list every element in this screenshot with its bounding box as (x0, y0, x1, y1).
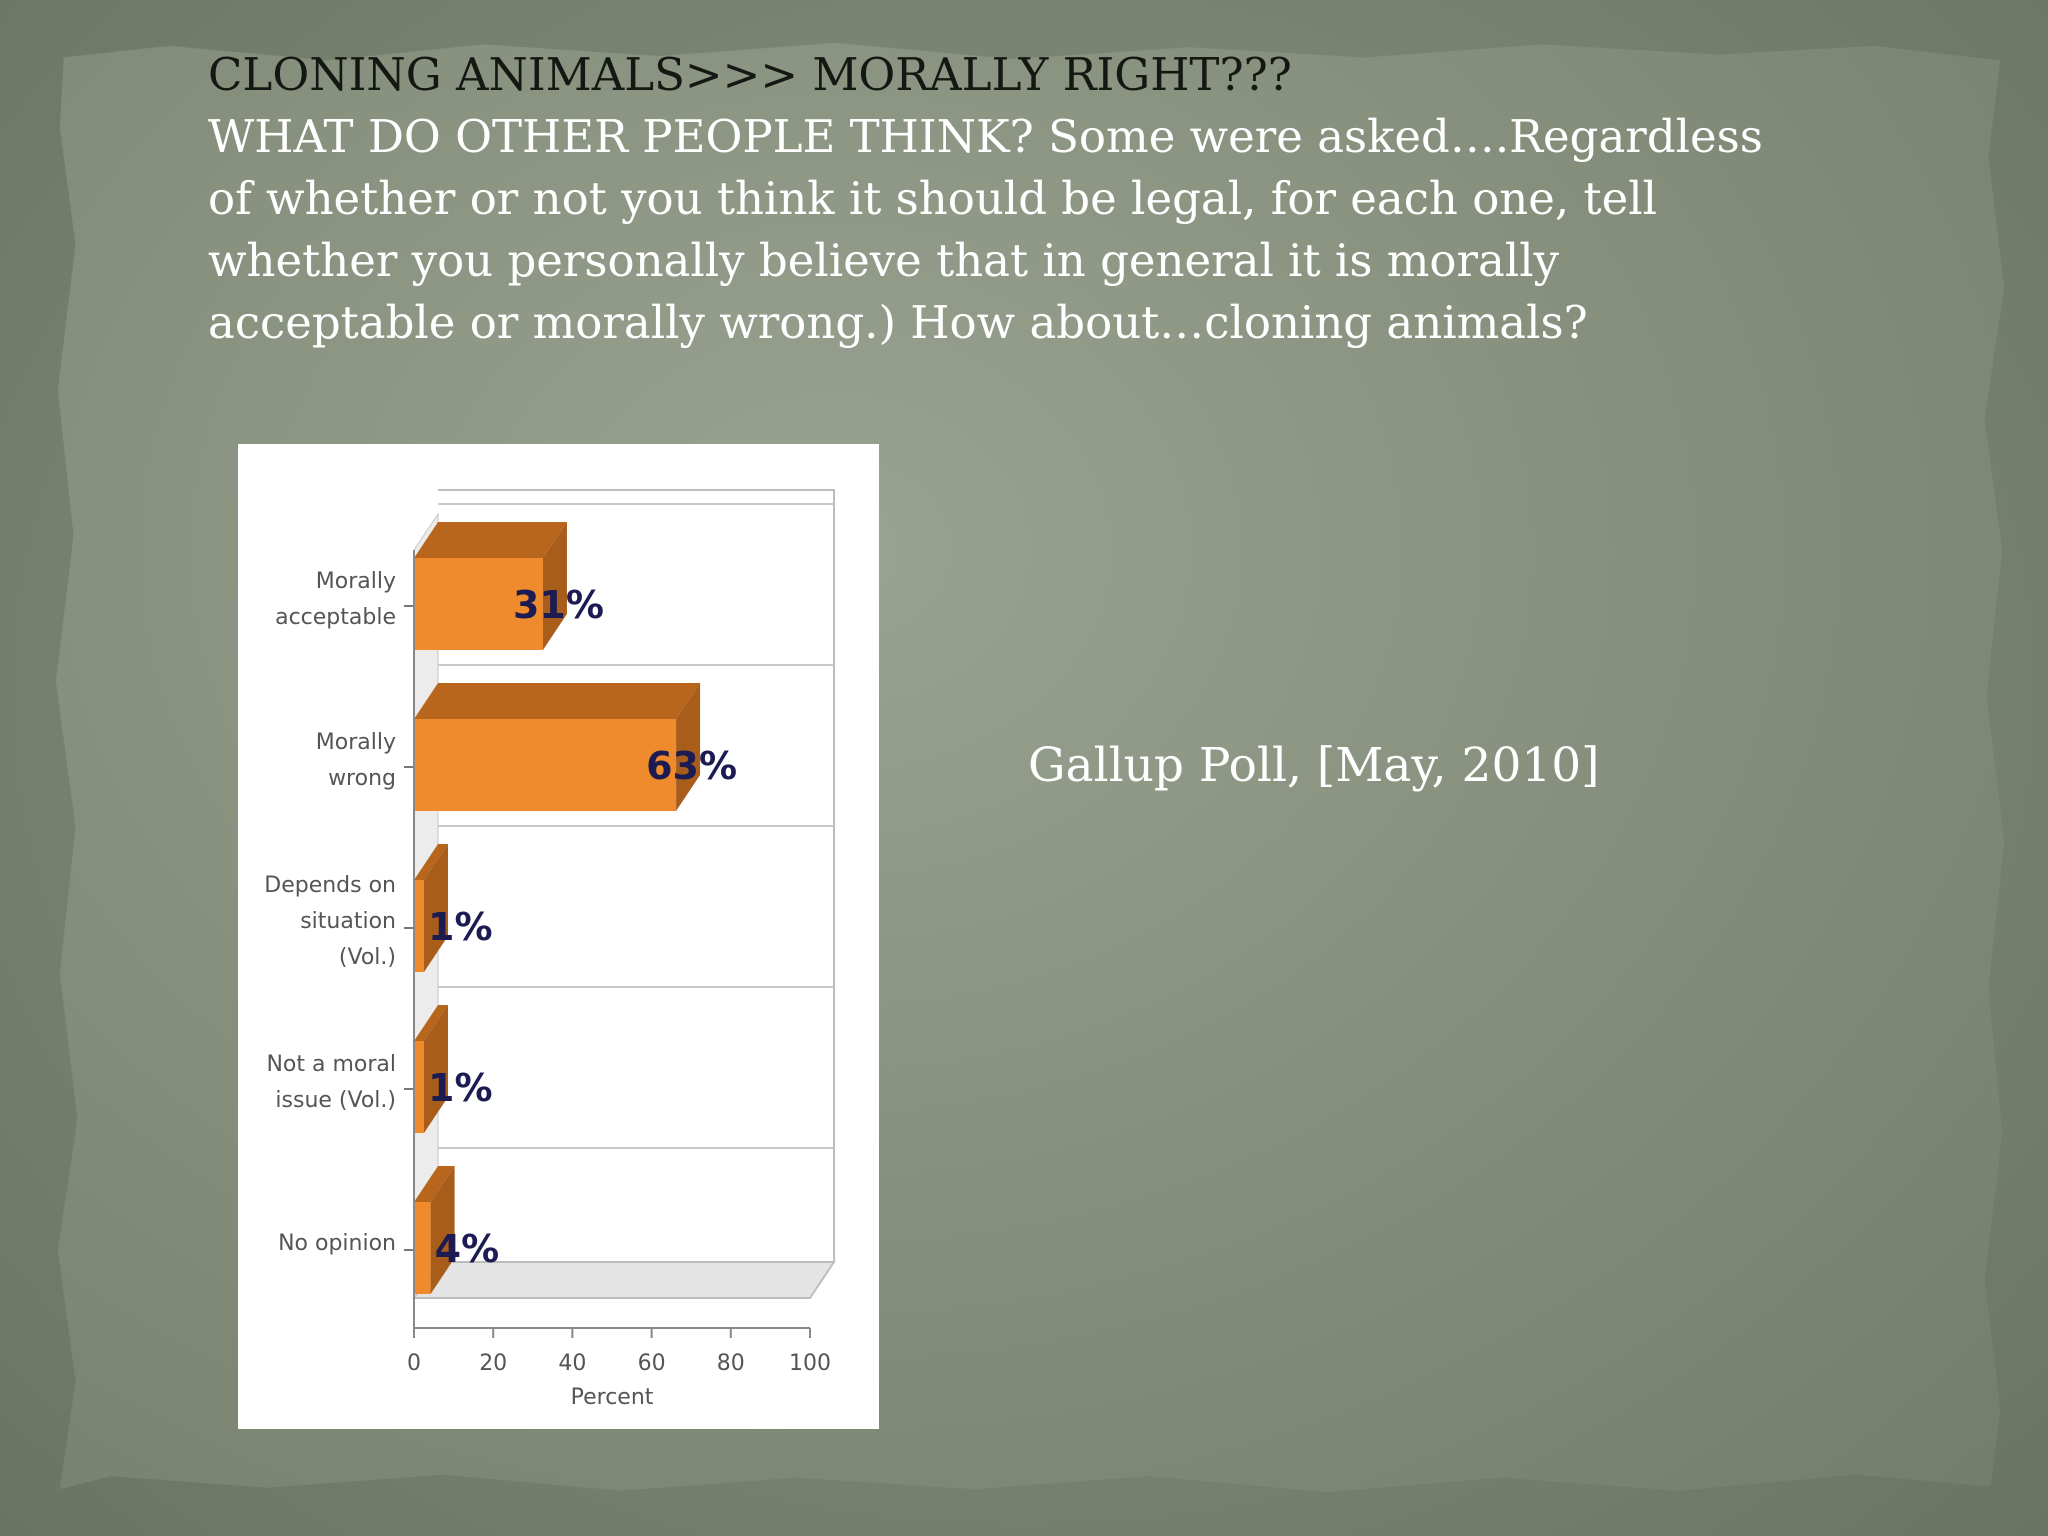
bar-4 (414, 1202, 431, 1294)
value-label-1: 63% (646, 744, 737, 788)
bar-1 (414, 719, 677, 811)
bar-top-2 (414, 844, 448, 880)
bar-side-0 (542, 522, 567, 650)
category-label-2-1: situation (300, 909, 396, 934)
bar-chart: 31% Morally acceptable 63% Morally wrong 1% Dep… (264, 489, 836, 1410)
x-tick-label-3: 60 (638, 1351, 666, 1376)
bar-side-1 (676, 683, 701, 811)
bar-top-1 (414, 683, 701, 719)
category-label-1-1: wrong (328, 766, 396, 791)
bar-side-3 (424, 1005, 448, 1133)
bar-side-2 (424, 844, 448, 972)
bar-chart-panel: 31% Morally acceptable 63% Morally wrong 1% Dep… (238, 444, 879, 1429)
category-label-1-0: Morally (316, 730, 396, 755)
x-axis-title: Percent (571, 1385, 654, 1410)
value-label-4: 4% (435, 1227, 500, 1271)
bar-0 (414, 558, 543, 650)
bar-side-4 (430, 1166, 455, 1294)
source-note: Gallup Poll, [May, 2010] (1028, 738, 1600, 793)
bar-top-0 (414, 522, 567, 558)
category-label-3-0: Not a moral (266, 1052, 396, 1077)
category-label-0-0: Morally (316, 569, 396, 594)
bar-3 (414, 1041, 424, 1133)
x-tick-label-5: 100 (789, 1351, 831, 1376)
x-tick-label-4: 80 (717, 1351, 745, 1376)
x-tick-label-2: 40 (558, 1351, 586, 1376)
back-wall (438, 489, 835, 1262)
category-label-0-1: acceptable (275, 605, 396, 630)
x-tick-label-1: 20 (479, 1351, 507, 1376)
category-label-2-0: Depends on (264, 873, 396, 898)
bar-top-4 (414, 1166, 455, 1202)
slide-question-text: WHAT DO OTHER PEOPLE THINK? Some were as… (208, 110, 1763, 349)
slide-heading: CLONING ANIMALS>>> MORALLY RIGHT??? (208, 48, 1292, 101)
value-label-0: 31% (513, 583, 604, 627)
bar-2 (414, 880, 424, 972)
x-tick-label-0: 0 (407, 1351, 421, 1376)
value-label-3: 1% (428, 1066, 493, 1110)
value-label-2: 1% (428, 905, 493, 949)
bar-top-3 (414, 1005, 448, 1041)
category-label-2-2: (Vol.) (339, 945, 396, 970)
category-label-3-1: issue (Vol.) (275, 1088, 396, 1113)
category-label-4-0: No opinion (278, 1231, 396, 1256)
